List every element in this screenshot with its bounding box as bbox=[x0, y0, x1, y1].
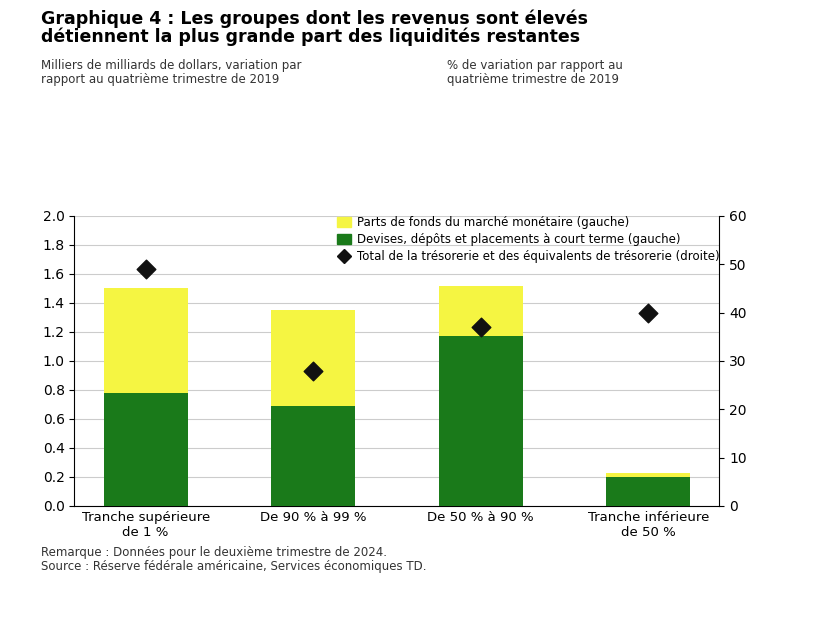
Legend: Parts de fonds du marché monétaire (gauche), Devises, dépôts et placements à cou: Parts de fonds du marché monétaire (gauc… bbox=[337, 216, 719, 263]
Text: Milliers de milliards de dollars, variation par: Milliers de milliards de dollars, variat… bbox=[41, 59, 302, 72]
Bar bbox=[439, 286, 523, 336]
Point bbox=[307, 366, 320, 376]
Point bbox=[474, 322, 487, 332]
Text: rapport au quatrième trimestre de 2019: rapport au quatrième trimestre de 2019 bbox=[41, 73, 280, 86]
Bar bbox=[271, 310, 355, 406]
Bar bbox=[103, 289, 188, 393]
Text: quatrième trimestre de 2019: quatrième trimestre de 2019 bbox=[447, 73, 619, 86]
Point bbox=[139, 264, 152, 274]
Text: % de variation par rapport au: % de variation par rapport au bbox=[447, 59, 623, 72]
Bar bbox=[439, 336, 523, 506]
Bar bbox=[606, 477, 691, 506]
Bar bbox=[103, 393, 188, 506]
Point bbox=[642, 308, 655, 318]
Text: Source : Réserve fédérale américaine, Services économiques TD.: Source : Réserve fédérale américaine, Se… bbox=[41, 560, 427, 573]
Bar bbox=[271, 406, 355, 506]
Text: Remarque : Données pour le deuxième trimestre de 2024.: Remarque : Données pour le deuxième trim… bbox=[41, 546, 387, 559]
Bar bbox=[606, 473, 691, 477]
Text: détiennent la plus grande part des liquidités restantes: détiennent la plus grande part des liqui… bbox=[41, 28, 581, 46]
Text: Graphique 4 : Les groupes dont les revenus sont élevés: Graphique 4 : Les groupes dont les reven… bbox=[41, 9, 588, 28]
